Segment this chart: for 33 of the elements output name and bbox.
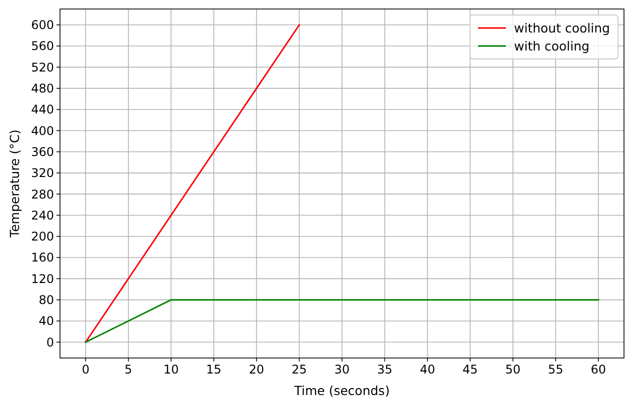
y-axis-title: Temperature (°C) (7, 130, 22, 238)
y-tick-label: 320 (31, 166, 54, 180)
y-tick-label: 600 (31, 18, 54, 32)
y-tick-label: 160 (31, 250, 54, 265)
x-tick-label: 45 (462, 362, 478, 377)
x-tick-label: 40 (420, 362, 436, 377)
y-tick-label: 0 (46, 335, 54, 350)
y-tick-label: 120 (31, 272, 54, 286)
x-tick-label: 5 (124, 362, 132, 377)
y-tick-label: 520 (31, 60, 54, 74)
x-tick-label: 30 (334, 362, 350, 377)
y-tick-label: 280 (31, 187, 54, 202)
x-axis-title: Time (seconds) (293, 383, 390, 398)
y-tick-label: 360 (31, 144, 54, 159)
y-tick-label: 240 (31, 208, 54, 222)
x-tick-label: 20 (248, 362, 264, 377)
y-tick-label: 40 (38, 314, 54, 328)
x-tick-label: 0 (82, 362, 90, 377)
y-tick-label: 480 (31, 82, 54, 96)
legend-label: with cooling (514, 38, 590, 54)
x-tick-label: 55 (548, 362, 564, 377)
legend-label: without cooling (514, 20, 610, 36)
y-tick-label: 440 (31, 102, 54, 117)
x-tick-label: 25 (292, 362, 307, 377)
x-tick-label: 10 (163, 362, 179, 377)
x-tick-label: 60 (590, 362, 606, 377)
x-tick-label: 35 (377, 362, 392, 377)
x-tick-label: 15 (206, 362, 222, 377)
y-tick-label: 560 (31, 39, 54, 54)
x-tick-label: 50 (505, 362, 521, 377)
y-tick-label: 200 (31, 230, 54, 244)
y-tick-label: 80 (38, 293, 54, 308)
y-tick-label: 400 (31, 124, 54, 138)
